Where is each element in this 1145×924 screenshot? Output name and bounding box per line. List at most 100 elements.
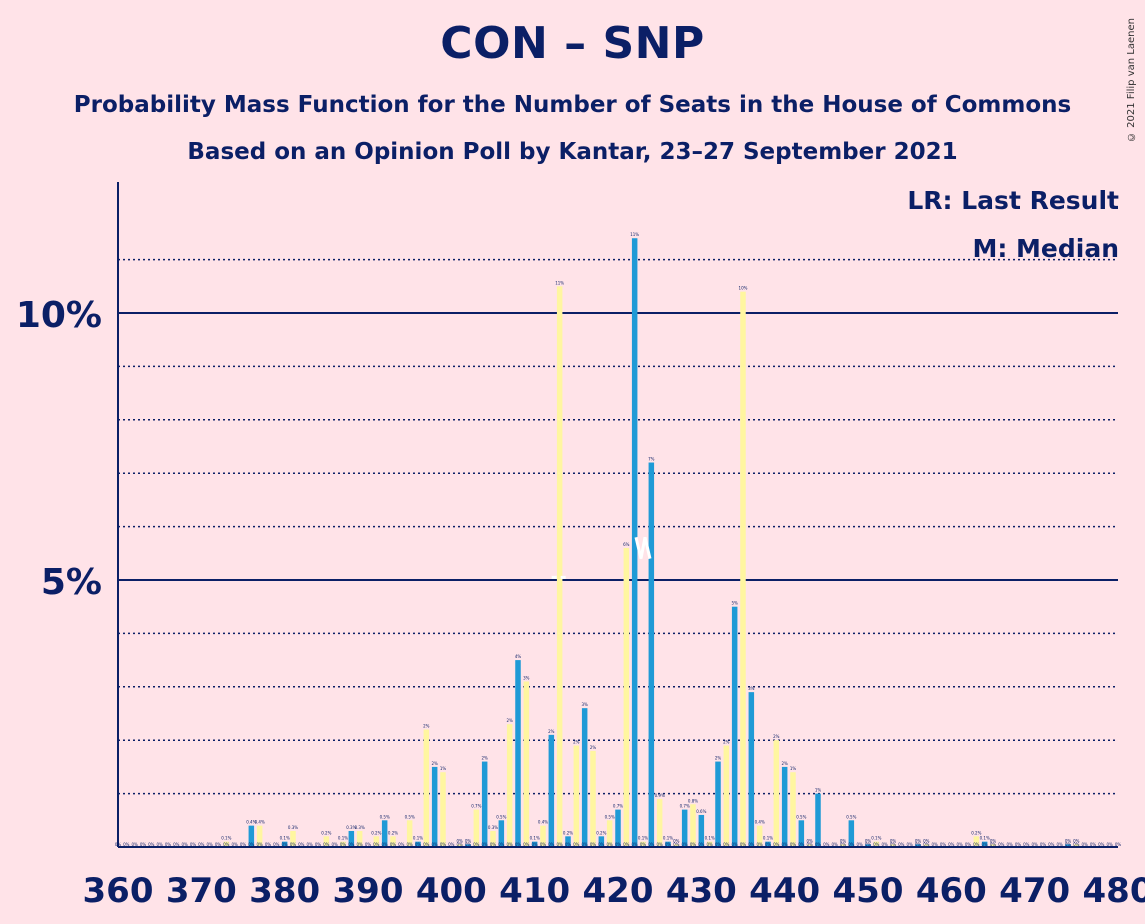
- bar-value-label: 0.4%: [246, 820, 256, 825]
- zero-value-label: 0%: [773, 842, 780, 847]
- zero-value-label: 0%: [206, 842, 213, 847]
- bar-yellow: [506, 724, 513, 847]
- bar-yellow: [556, 286, 563, 847]
- zero-value-label: 0%: [623, 842, 630, 847]
- bar-yellow: [340, 841, 346, 847]
- bar-blue: [715, 761, 721, 847]
- bar-yellow: [890, 844, 896, 847]
- zero-value-label: 0%: [648, 842, 655, 847]
- zero-value-label: 0%: [1065, 842, 1072, 847]
- zero-value-label: 0%: [390, 842, 397, 847]
- bar-value-label: 2%: [481, 756, 488, 761]
- zero-value-label: 0%: [531, 842, 538, 847]
- bar-blue: [431, 766, 438, 847]
- y-tick-label: 10%: [16, 295, 102, 336]
- x-tick-label: 360: [83, 871, 154, 911]
- bar-blue: [548, 734, 555, 847]
- zero-value-label: 0%: [290, 842, 297, 847]
- bar-value-label: 6%: [623, 542, 630, 547]
- bar-value-label: 2%: [781, 761, 788, 766]
- bar-blue: [665, 841, 671, 847]
- bar-yellow: [1073, 844, 1080, 847]
- zero-value-label: 0%: [1090, 842, 1097, 847]
- bar-value-label: 0.2%: [971, 830, 981, 835]
- bar-blue: [648, 462, 655, 847]
- zero-value-label: 0%: [140, 842, 147, 847]
- bar-value-label: 0.3%: [488, 825, 498, 830]
- zero-value-label: 0%: [581, 842, 588, 847]
- x-tick-label: 400: [416, 871, 487, 911]
- bar-value-label: 3%: [523, 675, 530, 680]
- zero-value-label: 0%: [856, 842, 863, 847]
- bar-value-label: 0%: [806, 838, 813, 843]
- bar-value-label: 0.2%: [321, 830, 331, 835]
- zero-value-label: 0%: [398, 842, 405, 847]
- bar-value-label: 0.7%: [680, 804, 690, 809]
- bar-yellow: [923, 844, 930, 847]
- bar-yellow: [806, 844, 813, 847]
- zero-value-label: 0%: [323, 842, 330, 847]
- bar-yellow: [256, 825, 263, 847]
- zero-value-label: 0%: [315, 842, 322, 847]
- bar-value-label: 0%: [865, 838, 872, 843]
- zero-value-label: 0%: [131, 842, 138, 847]
- zero-value-label: 0%: [898, 842, 905, 847]
- bar-value-label: 0.1%: [221, 836, 231, 841]
- bar-value-label: 2%: [506, 718, 513, 723]
- bar-yellow: [623, 547, 630, 847]
- bar-yellow: [473, 809, 480, 847]
- bar-value-label: 0%: [915, 838, 922, 843]
- zero-value-label: 0%: [1031, 842, 1038, 847]
- zero-value-label: 0%: [965, 842, 972, 847]
- bar-yellow: [323, 836, 330, 847]
- zero-value-label: 0%: [373, 842, 380, 847]
- zero-value-label: 0%: [240, 842, 247, 847]
- bar-value-label: 0.4%: [255, 820, 265, 825]
- x-tick-label: 370: [166, 871, 237, 911]
- zero-value-label: 0%: [640, 842, 647, 847]
- bar-blue: [915, 844, 921, 847]
- bar-value-label: 0.1%: [338, 836, 348, 841]
- bar-yellow: [290, 830, 296, 847]
- bar-value-label: 0.5%: [846, 814, 856, 819]
- zero-value-label: 0%: [748, 842, 755, 847]
- zero-value-label: 0%: [973, 842, 980, 847]
- bar-value-label: 2%: [715, 756, 722, 761]
- chart-axes: 5% 10% 360 370 380 390 400 410 420 430 440 450 460 47…: [16, 182, 1145, 911]
- bar-value-label: 5%: [731, 601, 738, 606]
- bar-value-label: 0.1%: [663, 836, 673, 841]
- zero-value-label: 0%: [523, 842, 530, 847]
- zero-value-label: 0%: [998, 842, 1005, 847]
- x-tick-label: 420: [583, 871, 654, 911]
- zero-value-label: 0%: [848, 842, 855, 847]
- bar-yellow: [773, 740, 780, 847]
- chart-grid: [118, 258, 1118, 795]
- x-tick-label: 430: [666, 871, 737, 911]
- zero-value-label: 0%: [556, 842, 563, 847]
- bar-value-label: 2%: [431, 761, 438, 766]
- bar-yellow: [723, 745, 730, 847]
- bar-value-label: 0.4%: [538, 820, 548, 825]
- bar-value-label: 0.1%: [413, 836, 423, 841]
- zero-value-label: 0%: [215, 842, 222, 847]
- zero-value-label: 0%: [690, 842, 697, 847]
- zero-value-label: 0%: [256, 842, 263, 847]
- bar-value-label: 0.3%: [346, 825, 356, 830]
- bar-blue: [581, 708, 588, 847]
- bar-yellow: [740, 291, 746, 847]
- zero-value-label: 0%: [940, 842, 947, 847]
- bar-blue: [1065, 844, 1071, 847]
- x-tick-label: 460: [916, 871, 987, 911]
- zero-value-label: 0%: [706, 842, 713, 847]
- bar-value-label: 0.1%: [763, 836, 773, 841]
- bar-yellow: [440, 772, 446, 847]
- zero-value-label: 0%: [723, 842, 730, 847]
- bar-blue: [765, 841, 771, 847]
- bar-blue: [481, 761, 488, 847]
- x-tick-label: 470: [999, 871, 1070, 911]
- zero-value-label: 0%: [598, 842, 605, 847]
- zero-value-label: 0%: [606, 842, 613, 847]
- bar-value-label: 2%: [423, 724, 430, 729]
- bar-yellow: [990, 844, 996, 847]
